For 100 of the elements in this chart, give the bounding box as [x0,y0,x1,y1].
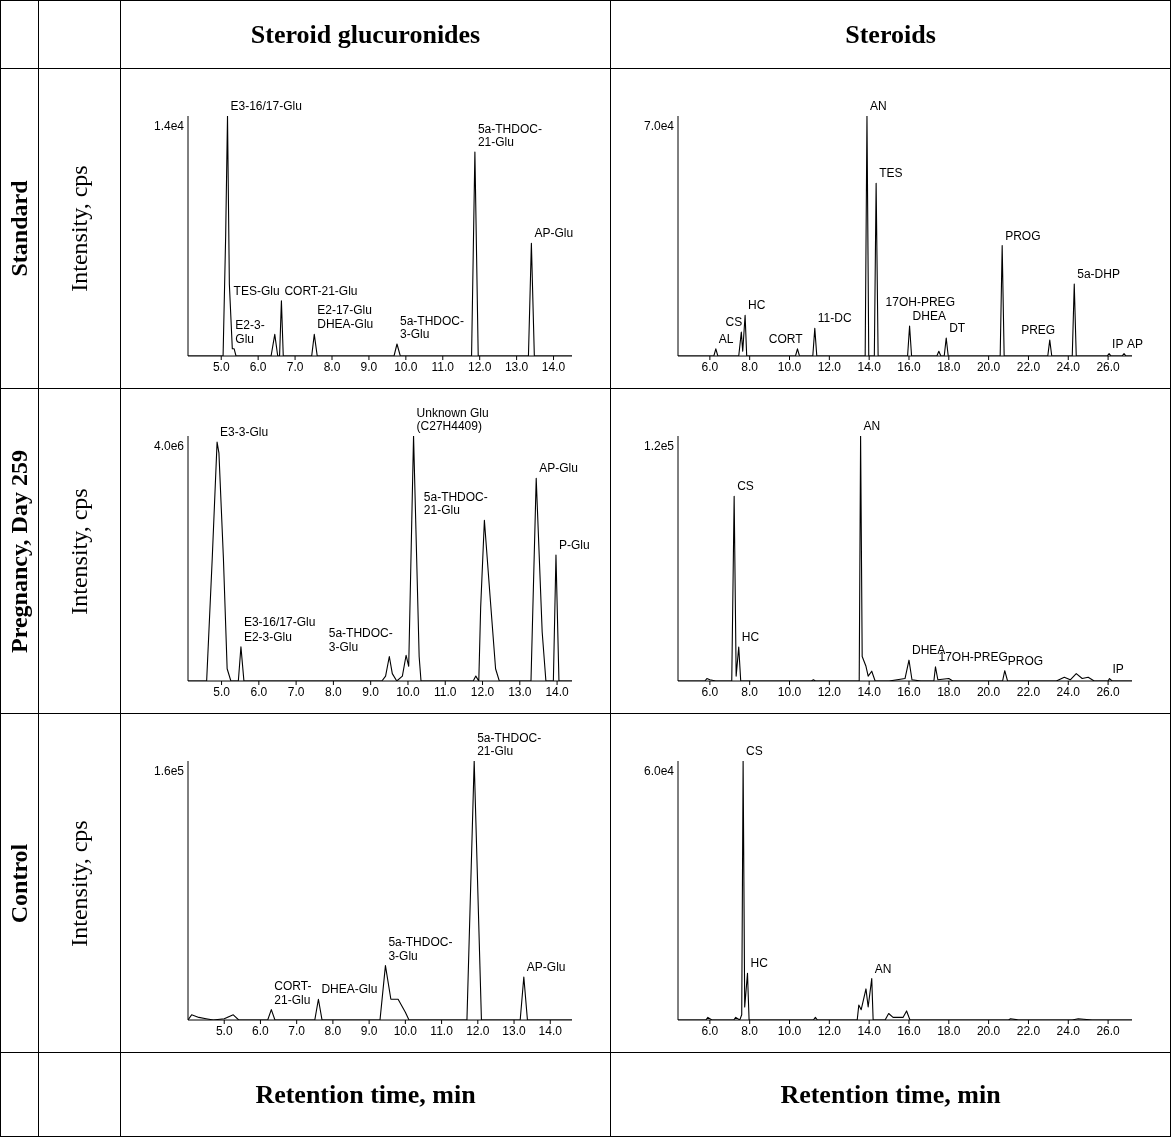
annotation: CORT [768,331,803,346]
annotation: PREG [1020,322,1055,337]
annotation: AP-Glu [538,460,578,475]
x-tick-label: 7.0 [287,684,305,699]
x-tick-label: 10.0 [393,359,418,374]
annotation: 5a-THDOC- 21-Glu [423,489,488,517]
annotation: Unknown Glu (C27H4409) [416,405,489,433]
annotation: AN [863,418,880,433]
x-tick-label: 20.0 [976,684,1001,699]
annotation: DHEA-Glu [320,981,377,996]
x-tick-label: 14.0 [856,359,881,374]
x-tick-label: 6.0 [249,684,267,699]
x-tick-label: 6.0 [701,1023,719,1038]
x-tick-label: 5.0 [212,684,230,699]
y-axis-title: Intensity, cps [66,819,93,947]
x-tick-label: 12.0 [817,1023,841,1038]
x-axis-title: Retention time, min [780,1079,1001,1110]
text: 6.0e4 [643,763,674,778]
x-tick-label: 10.0 [777,1023,802,1038]
x-tick-label: 8.0 [324,1023,342,1038]
annotation: 17OH-PREG [885,294,955,308]
annotation: 5a-THDOC- 3-Glu [328,625,393,653]
x-tick-label: 12.0 [465,1023,490,1038]
x-tick-label: 22.0 [1016,684,1040,699]
x-tick-label: 11.0 [429,1023,453,1038]
y-axis-title: Intensity, cps [66,487,93,615]
text: Standard [6,180,33,277]
x-tick-label: 12.0 [467,359,492,374]
annotation: AP [1126,336,1143,351]
x-tick-label: 6.0 [701,359,719,374]
x-tick-label: 13.0 [507,684,532,699]
annotation: PROG [1004,228,1041,243]
annotation: CS [725,314,742,329]
x-tick-label: 12.0 [817,359,841,374]
x-tick-label: 13.0 [501,1023,526,1038]
annotation: TES-Glu [233,283,280,298]
annotation: TES [878,165,902,180]
x-axis-title: Retention time, min [255,1079,476,1110]
chart-title: Steroid glucuronides [250,19,481,50]
annotation: E3-16/17-Glu [230,98,302,113]
annotation: HC [747,297,766,312]
x-tick-label: 24.0 [1056,684,1080,699]
chart-title: Steroids [845,19,936,50]
text: 4.0e6 [153,438,184,453]
x-tick-label: 14.0 [538,1023,562,1038]
annotation: E3-16/17-Glu [243,614,315,629]
annotation: DT [948,320,966,335]
annotation: AN [874,961,891,976]
x-tick-label: 16.0 [896,359,921,374]
x-tick-label: 12.0 [470,684,495,699]
x-tick-label: 7.0 [286,359,304,374]
x-tick-label: 10.0 [777,684,802,699]
annotation: E2-17-Glu [316,302,372,317]
x-tick-label: 20.0 [976,359,1001,374]
x-tick-label: 10.0 [777,359,802,374]
annotation: HC [741,629,759,644]
annotation: IP [1112,661,1124,676]
x-tick-label: 10.0 [395,684,420,699]
x-tick-label: 14.0 [544,684,569,699]
annotation: 5a-THDOC- 3-Glu [399,313,464,341]
annotation: DHEA [912,308,946,323]
x-tick-label: 18.0 [936,359,961,374]
y-axis-title: Intensity, cps [66,165,93,292]
x-tick-label: 6.0 [701,684,719,699]
annotation: AL [718,331,734,346]
x-tick-label: 13.0 [504,359,529,374]
x-tick-label: 16.0 [896,684,921,699]
annotation: 5a-THDOC- 21-Glu [477,121,542,149]
x-tick-label: 5.0 [215,1023,233,1038]
x-tick-label: 8.0 [740,1023,758,1038]
x-tick-label: 26.0 [1095,684,1120,699]
annotation: CORT-21-Glu [283,283,358,298]
annotation: AN [869,98,887,113]
x-tick-label: 20.0 [976,1023,1001,1038]
text: 1.6e5 [153,763,184,778]
x-tick-label: 14.0 [856,684,881,699]
annotation: AP-Glu [533,225,573,240]
annotation: 5a-THDOC- 21-Glu [476,730,541,758]
x-tick-label: 16.0 [896,1023,921,1038]
x-tick-label: 26.0 [1095,1023,1120,1038]
annotation: DHEA-Glu [316,316,373,331]
x-tick-label: 10.0 [393,1023,417,1038]
x-tick-label: 7.0 [287,1023,305,1038]
x-tick-label: 6.0 [249,359,267,374]
x-tick-label: 24.0 [1056,1023,1080,1038]
x-tick-label: 9.0 [361,684,379,699]
x-tick-label: 11.0 [431,359,454,374]
x-tick-label: 22.0 [1016,1023,1040,1038]
text: 1.4e4 [153,118,184,133]
annotation: HC [749,955,768,970]
x-tick-label: 8.0 [324,684,342,699]
annotation: P-Glu [558,537,590,552]
x-tick-label: 18.0 [936,684,961,699]
x-tick-label: 22.0 [1016,359,1040,374]
x-tick-label: 14.0 [856,1023,881,1038]
x-tick-label: 5.0 [212,359,230,374]
x-tick-label: 12.0 [817,684,841,699]
annotation: CS [745,743,763,758]
annotation: IP [1111,336,1123,351]
annotation: AP-Glu [526,959,566,974]
